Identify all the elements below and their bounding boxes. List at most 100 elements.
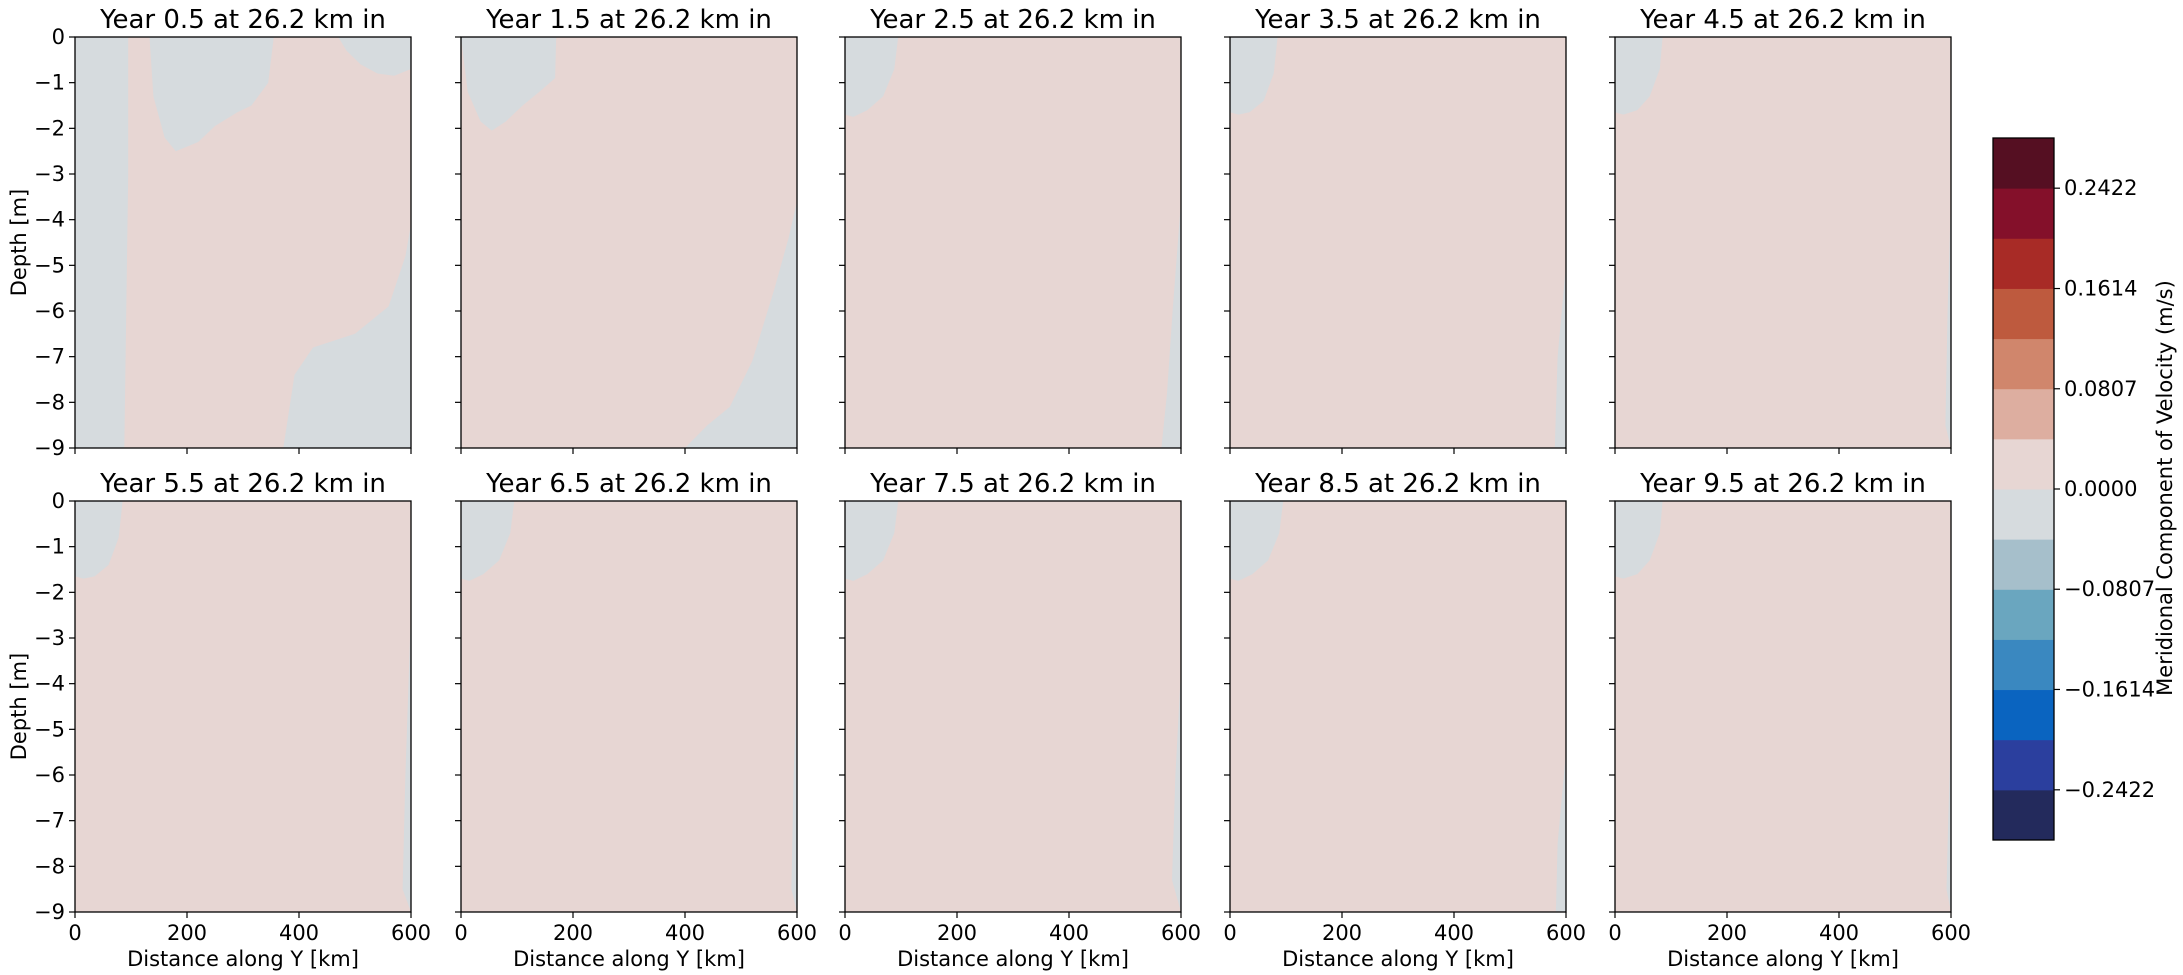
colorbar-label: Meridional Component of Velocity (m/s) (2153, 280, 2177, 696)
field-negative-region-1 (1615, 37, 1663, 115)
x-tick-label: 0 (68, 921, 81, 945)
subplot-title: Year 1.5 at 26.2 km in (485, 5, 772, 35)
field-negative-region-1 (75, 501, 123, 579)
field-negative-region-2 (1161, 201, 1181, 448)
subplot-title: Year 6.5 at 26.2 km in (485, 469, 772, 499)
colorbar-level (1993, 138, 2054, 189)
subplot-2: Year 1.5 at 26.2 km in (455, 5, 798, 454)
y-tick-label: −1 (34, 535, 65, 559)
field-negative-region-2 (149, 37, 274, 152)
subplot-9: Year 8.5 at 26.2 km in 0 200 400 600 Distance… (1223, 469, 1586, 971)
x-tick-label: 400 (665, 921, 705, 945)
colorbar-level (1993, 188, 2054, 239)
axes-frame (1229, 500, 1567, 913)
field-positive (845, 501, 1181, 912)
colorbar-tick-label: 0.0000 (2064, 477, 2137, 501)
axes-frame (844, 36, 1182, 449)
axes-frame (460, 36, 798, 449)
subplot-title: Year 3.5 at 26.2 km in (1254, 5, 1541, 35)
x-axis-label: Distance along Y [km] (127, 947, 359, 971)
y-axis-label: Depth [m] (7, 653, 31, 760)
x-tick-label: 400 (1819, 921, 1859, 945)
subplot-title: Year 7.5 at 26.2 km in (869, 469, 1156, 499)
x-tick-label: 600 (1546, 921, 1586, 945)
y-tick-label: −3 (34, 162, 65, 186)
x-axis-label: Distance along Y [km] (897, 947, 1129, 971)
x-tick-label: 0 (1608, 921, 1621, 945)
colorbar-tick-label: −0.0807 (2064, 577, 2155, 601)
field-negative-region-2 (1945, 196, 1951, 448)
axes-frame (1229, 36, 1567, 449)
subplot-6: Year 5.5 at 26.2 km in 0 −1 −2 −3 −4 −5 −6 −7 −8 −… (7, 469, 431, 971)
colorbar-tick-label: −0.1614 (2064, 677, 2155, 701)
subplot-10: Year 9.5 at 26.2 km in 0 200 400 600 Distance… (1608, 469, 1971, 971)
axes-frame (1614, 500, 1952, 913)
y-tick-label: −9 (34, 436, 65, 460)
y-tick-label: −7 (34, 809, 65, 833)
field-negative-region-1 (1230, 501, 1284, 581)
field-negative-region-1 (461, 37, 557, 131)
x-tick-label: 600 (391, 921, 431, 945)
axes-frame (74, 36, 412, 449)
y-tick-label: −4 (34, 672, 65, 696)
colorbar-level (1993, 338, 2054, 390)
colorbar-tick-label: 0.0807 (2064, 377, 2137, 401)
subplot-3: Year 2.5 at 26.2 km in (839, 5, 1182, 454)
axes-frame (1614, 36, 1952, 449)
colorbar-level (1993, 388, 2054, 440)
colorbar-level (1993, 288, 2054, 340)
field-positive (1615, 37, 1951, 448)
field-negative-region-1 (75, 37, 129, 448)
subplot-title: Year 0.5 at 26.2 km in (99, 5, 386, 35)
field-positive (75, 501, 411, 912)
x-tick-label: 200 (937, 921, 977, 945)
y-tick-label: 0 (52, 489, 65, 513)
y-tick-label: −7 (34, 345, 65, 369)
x-tick-label: 0 (838, 921, 851, 945)
field-negative-region-2 (1946, 729, 1951, 912)
x-tick-label: 0 (1223, 921, 1236, 945)
subplot-8: Year 7.5 at 26.2 km in 0 200 400 600 Distance… (838, 469, 1201, 971)
field-positive (461, 501, 797, 912)
subplot-5: Year 4.5 at 26.2 km in (1609, 5, 1952, 454)
colorbar-level (1993, 438, 2054, 490)
x-axis-label: Distance along Y [km] (1667, 947, 1899, 971)
field-positive (1615, 501, 1951, 912)
field-positive (1230, 37, 1566, 448)
colorbar-tick-label: 0.2422 (2064, 176, 2137, 200)
y-tick-label: −2 (34, 580, 65, 604)
x-tick-label: 200 (1322, 921, 1362, 945)
field-negative-region-2 (1172, 670, 1181, 912)
x-tick-label: 400 (1434, 921, 1474, 945)
field-positive (845, 37, 1181, 448)
axes-frame (74, 500, 412, 913)
y-tick-label: −9 (34, 900, 65, 924)
x-tick-label: 400 (279, 921, 319, 945)
x-tick-label: 200 (553, 921, 593, 945)
colorbar-level (1993, 789, 2054, 841)
field-positive (1230, 501, 1566, 912)
field-negative-region-1 (1230, 37, 1278, 115)
subplot-title: Year 5.5 at 26.2 km in (99, 469, 386, 499)
y-tick-label: −5 (34, 253, 65, 277)
y-tick-label: −8 (34, 854, 65, 878)
y-tick-label: −6 (34, 299, 65, 323)
field-negative-region-1 (845, 501, 899, 581)
subplot-7: Year 6.5 at 26.2 km in 0 200 400 600 Distance… (454, 469, 817, 971)
colorbar-level (1993, 639, 2054, 691)
colorbar-level (1993, 539, 2054, 590)
field-negative-region-4 (283, 224, 411, 448)
axes-frame (460, 500, 798, 913)
x-tick-label: 600 (777, 921, 817, 945)
axes-frame (844, 500, 1182, 913)
field-negative-region-3 (338, 37, 411, 76)
subplot-title: Year 2.5 at 26.2 km in (869, 5, 1156, 35)
field-negative-region-1 (1615, 501, 1663, 579)
x-axis-label: Distance along Y [km] (513, 947, 745, 971)
colorbar-tick-label: −0.2422 (2064, 778, 2155, 802)
x-tick-label: 0 (454, 921, 467, 945)
subplot-4: Year 3.5 at 26.2 km in (1224, 5, 1567, 454)
colorbar-level (1993, 589, 2054, 640)
field-negative-region-2 (1555, 752, 1566, 912)
